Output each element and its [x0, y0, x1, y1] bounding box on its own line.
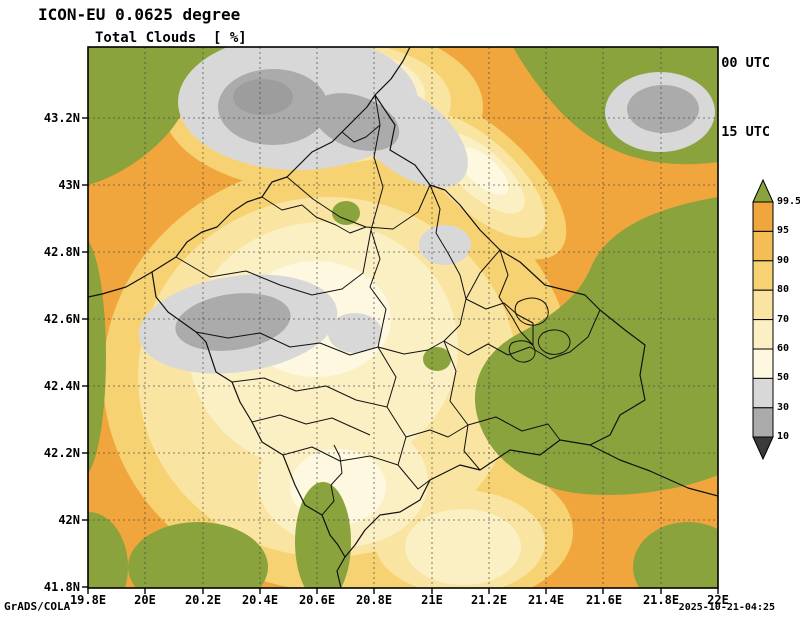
map-frame — [87, 46, 719, 589]
grads-credit: GrADS/COLA — [4, 600, 71, 613]
y-tick-label: 42.6N — [43, 312, 80, 326]
colorbar-label: 80 — [777, 284, 790, 295]
colorbar-label: 60 — [777, 343, 790, 354]
country-borders — [88, 47, 718, 588]
cloud-blob — [423, 347, 451, 371]
x-tick-label: 21.8E — [642, 593, 680, 607]
colorbar-swatch — [752, 260, 774, 291]
colorbar-swatch — [752, 319, 774, 350]
x-tick-label: 21.2E — [470, 593, 508, 607]
colorbar-label: 90 — [777, 255, 790, 266]
y-tick-label: 42.4N — [43, 379, 80, 393]
colorbar-label: 99.5 — [777, 196, 800, 207]
y-tick-label: 43N — [58, 178, 80, 192]
x-tick-label: 20.2E — [184, 593, 222, 607]
cloud-blob — [328, 313, 382, 353]
grid-lines — [88, 47, 718, 588]
axis-ticks — [82, 117, 719, 594]
x-tick-label: 20E — [134, 593, 156, 607]
cloud-blob — [233, 79, 293, 115]
colorbar-top-arrow — [752, 178, 774, 203]
cloud-blob — [128, 522, 268, 588]
cloud-blob — [633, 522, 718, 588]
cloud-green-nw — [88, 47, 193, 185]
colorbar-swatch — [752, 407, 774, 438]
colorbar-label: 95 — [777, 225, 790, 236]
cloud-blob — [405, 509, 521, 585]
y-tick-label: 42.2N — [43, 446, 80, 460]
municipal-borders — [175, 94, 601, 516]
colorbar-bottom-arrow — [752, 436, 774, 461]
colorbar-swatch — [752, 289, 774, 321]
x-tick-label: 21.4E — [527, 593, 565, 607]
y-tick-label: 42.8N — [43, 245, 80, 259]
cloud-blob — [88, 240, 106, 474]
kosovo-outline — [151, 94, 646, 558]
colorbar-label: 30 — [777, 402, 790, 413]
x-tick-label: 21E — [421, 593, 443, 607]
x-tick-label: 19.8E — [69, 593, 107, 607]
y-tick-label: 43.2N — [43, 111, 80, 125]
map-plot — [82, 46, 719, 594]
cloud-blob — [627, 85, 699, 133]
x-tick-label: 21.6E — [585, 593, 623, 607]
x-tick-label: 20.6E — [298, 593, 336, 607]
y-tick-label: 42N — [58, 513, 80, 527]
colorbar — [752, 178, 774, 461]
cloud-blob — [419, 225, 471, 265]
x-tick-label: 22E — [707, 593, 729, 607]
cloud-blob — [175, 293, 291, 351]
cloud-fill-layer — [88, 47, 718, 588]
x-tick-label: 20.4E — [241, 593, 279, 607]
cloud-blob — [295, 482, 351, 588]
cloud-blob — [332, 201, 360, 225]
colorbar-label: 50 — [777, 372, 790, 383]
colorbar-label: 10 — [777, 431, 790, 442]
cloud-blob — [457, 147, 509, 195]
colorbar-label: 70 — [777, 314, 790, 325]
colorbar-swatch — [752, 230, 774, 262]
variable-title: Total Clouds [ %] — [95, 30, 247, 46]
model-title: ICON-EU 0.0625 degree — [38, 5, 241, 24]
x-tick-label: 20.8E — [355, 593, 393, 607]
cloud-blob — [88, 512, 128, 588]
colorbar-swatch — [752, 348, 774, 379]
cloud-green-east — [474, 197, 718, 495]
generated-timestamp: 2025-10-21-04:25 — [678, 602, 775, 613]
colorbar-swatch — [752, 201, 774, 232]
y-tick-label: 41.8N — [43, 580, 80, 594]
colorbar-swatch — [752, 377, 774, 409]
